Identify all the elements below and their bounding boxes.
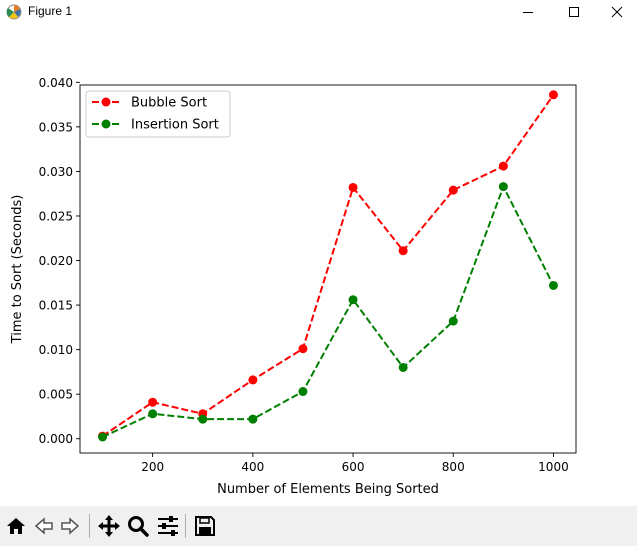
data-point-bubble-sort	[298, 344, 308, 354]
y-tick-label: 0.025	[39, 209, 73, 223]
forward-button[interactable]	[56, 512, 84, 540]
home-icon	[7, 518, 25, 534]
sliders-icon	[158, 516, 178, 536]
data-point-insertion-sort	[448, 316, 458, 326]
y-tick-label: 0.030	[39, 165, 73, 179]
navigation-toolbar	[0, 506, 637, 546]
y-tick-label: 0.040	[39, 76, 73, 90]
arrow-left-icon	[34, 517, 53, 535]
zoom-button[interactable]	[124, 512, 152, 540]
minimize-button[interactable]	[505, 0, 551, 24]
data-point-insertion-sort	[348, 295, 358, 305]
data-point-bubble-sort	[548, 90, 558, 100]
maximize-button[interactable]	[551, 0, 597, 24]
minimize-icon	[523, 12, 533, 13]
home-button[interactable]	[2, 512, 30, 540]
data-point-insertion-sort	[98, 432, 108, 442]
data-point-insertion-sort	[248, 414, 258, 424]
legend-marker-insertion-sort	[101, 119, 111, 129]
figure-canvas[interactable]: 200 400 600 800 1000 0.000 0.005 0.010 0.015 0.02…	[0, 24, 637, 506]
x-axis-label: Number of Elements Being Sorted	[217, 482, 439, 497]
y-tick-label: 0.020	[39, 254, 73, 268]
y-tick-label: 0.000	[39, 432, 73, 446]
series-line-insertion-sort	[102, 184, 555, 438]
legend-marker-bubble-sort	[101, 97, 111, 107]
legend: Bubble Sort Insertion Sort	[85, 90, 231, 138]
axes-frame	[79, 84, 577, 454]
y-tick-label: 0.035	[39, 120, 73, 134]
data-point-insertion-sort	[298, 387, 308, 397]
pan-button[interactable]	[95, 512, 123, 540]
series-line-bubble-sort	[101, 94, 555, 437]
y-tick-label: 0.005	[39, 388, 73, 402]
legend-frame	[85, 90, 231, 138]
data-point-insertion-sort	[548, 280, 558, 290]
toolbar-separator	[185, 514, 186, 538]
legend-label-insertion-sort: Insertion Sort	[131, 118, 219, 133]
maximize-icon	[569, 7, 579, 17]
matplotlib-figure-icon	[5, 3, 23, 21]
y-tick-label: 0.010	[39, 343, 73, 357]
data-point-bubble-sort	[248, 375, 258, 385]
magnifier-icon	[128, 516, 149, 537]
x-tick-label: 800	[442, 460, 465, 474]
subplots-button[interactable]	[154, 512, 182, 540]
title-bar: Figure 1	[0, 0, 637, 24]
x-tick-label: 200	[141, 460, 164, 474]
close-icon	[611, 6, 622, 18]
data-point-insertion-sort	[148, 409, 158, 419]
line-chart: 200 400 600 800 1000 0.000 0.005 0.010 0.015 0.02…	[10, 76, 577, 497]
y-axis-label: Time to Sort (Seconds)	[10, 195, 25, 345]
data-point-bubble-sort	[448, 185, 458, 195]
legend-label-bubble-sort: Bubble Sort	[131, 96, 207, 111]
data-point-bubble-sort	[398, 246, 408, 256]
floppy-disk-icon	[195, 516, 215, 536]
data-point-bubble-sort	[348, 182, 358, 192]
window-title: Figure 1	[28, 4, 73, 18]
data-point-insertion-sort	[498, 182, 508, 192]
save-button[interactable]	[191, 512, 219, 540]
x-tick-label: 400	[241, 460, 264, 474]
data-point-insertion-sort	[398, 362, 408, 372]
y-tick-label: 0.015	[39, 299, 73, 313]
toolbar-separator	[89, 514, 90, 538]
arrow-right-icon	[61, 517, 80, 535]
data-point-insertion-sort	[198, 414, 208, 424]
move-icon	[98, 515, 120, 537]
x-tick-label: 600	[342, 460, 365, 474]
close-button[interactable]	[596, 0, 637, 24]
data-point-bubble-sort	[148, 397, 158, 407]
data-point-bubble-sort	[498, 161, 508, 171]
back-button[interactable]	[30, 512, 58, 540]
x-tick-label: 1000	[538, 460, 569, 474]
